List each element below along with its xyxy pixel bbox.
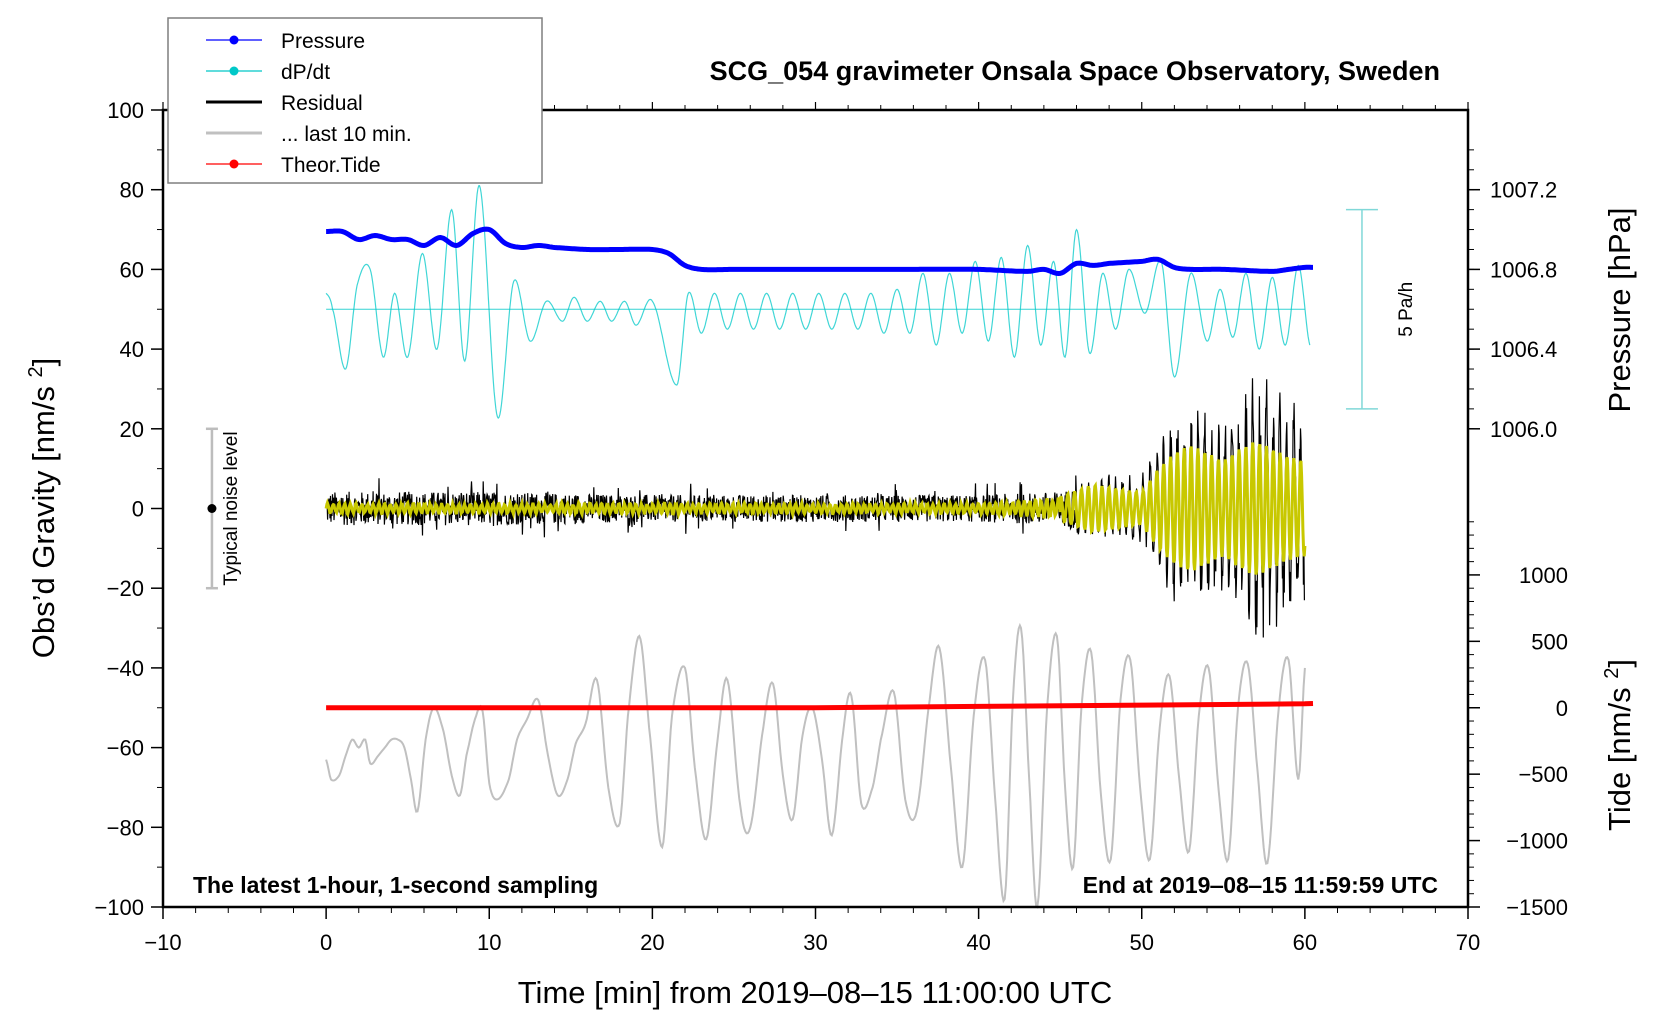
residual-smoothed-line [324,442,1307,575]
y-axis-title-tide: Tide [nm/s 2] [1601,659,1637,831]
y-tick-label: 60 [120,257,144,282]
pressure-tick-label: 1006.4 [1490,337,1557,362]
y-tick-label: 80 [120,178,144,203]
tide-tick-label: 1000 [1519,563,1568,588]
end-time-note: End at 2019‒08‒15 11:59:59 UTC [1083,872,1438,898]
x-tick-label: 10 [477,930,501,955]
pressure-tick-label: 1006.0 [1490,417,1557,442]
y-tick-label: −60 [107,736,144,761]
y-axis-title-gravity: Obs’d Gravity [nm/s 2] [25,358,61,659]
legend-item: Residual [206,92,363,115]
label-rest: ] [1602,659,1637,668]
theor-tide-line [326,701,1314,711]
y-tick-label: −100 [94,895,144,920]
legend-swatch-dot [229,159,239,169]
pressure-tick-label: 1007.2 [1490,178,1557,203]
legend-item: ... last 10 min. [206,123,412,146]
y-axis-title-text: Obs’d Gravity [nm/s [26,386,61,658]
legend-item: dP/dt [206,61,330,84]
scale-bar-label: 5 Pa/h [1396,282,1417,337]
y-tick-label: 40 [120,337,144,362]
x-tick-label: 0 [320,930,332,955]
x-tick-label: 30 [803,930,827,955]
series-layer: Typical noise level 5 Pa/h [205,185,1417,909]
x-tick-label: 60 [1293,930,1317,955]
noise-bar-center-dot [207,504,217,513]
tide-tick-label: −1000 [1506,829,1568,854]
sampling-note: The latest 1‑hour, 1‑second sampling [193,872,598,898]
y-tick-label: −80 [107,815,144,840]
y-axis-title-pressure: Pressure [hPa] [1602,207,1637,412]
chart-title: SCG_054 gravimeter Onsala Space Observat… [710,56,1440,86]
y-tick-label: −20 [107,576,144,601]
legend-label: Theor.Tide [281,154,381,177]
legend-label: ... last 10 min. [281,123,412,146]
x-tick-label: 70 [1456,930,1480,955]
tide-tick-label: 0 [1556,696,1568,721]
y-tick-label: 100 [107,98,144,123]
x-tick-label: 50 [1130,930,1154,955]
y-tick-label: 20 [120,417,144,442]
dpdt-line [325,185,1311,420]
tide-tick-label: −500 [1518,762,1568,787]
superscript: 2 [1601,668,1623,679]
legend-label: Pressure [281,30,365,53]
x-axis-title: Time [min] from 2019‒08‒15 11:00:00 UTC [518,975,1112,1010]
y-tick-label: −40 [107,656,144,681]
legend-label: dP/dt [281,61,330,84]
legend-item: Theor.Tide [206,154,381,177]
legend-items: Pressure dP/dt Residual ... last 10 min. The… [206,30,412,177]
legend-swatch-dot [229,35,239,45]
last-10-min-line [325,622,1306,909]
noise-bar-label: Typical noise level [221,431,242,585]
tide-tick-label: 500 [1531,629,1568,654]
x-tick-label: −10 [144,930,181,955]
x-tick-label: 20 [640,930,664,955]
tide-tick-label: −1500 [1506,895,1568,920]
pressure-line [325,226,1314,276]
legend: Pressure dP/dt Residual ... last 10 min. The… [167,17,543,184]
legend-item: Pressure [206,30,365,53]
label-rest: ] [26,358,61,367]
x-tick-label: 40 [966,930,990,955]
y-tick-label: 0 [132,497,144,522]
axes-layer: −10 0 10 20 30 40 50 60 70100806040200−20−40−60−… [94,98,1568,955]
y-axis-title-tide-text: Tide [nm/s [1602,687,1637,831]
legend-swatch-dot [229,66,239,76]
pressure-tick-label: 1006.8 [1490,257,1557,282]
legend-label: Residual [281,92,363,115]
superscript: 2 [25,366,47,377]
